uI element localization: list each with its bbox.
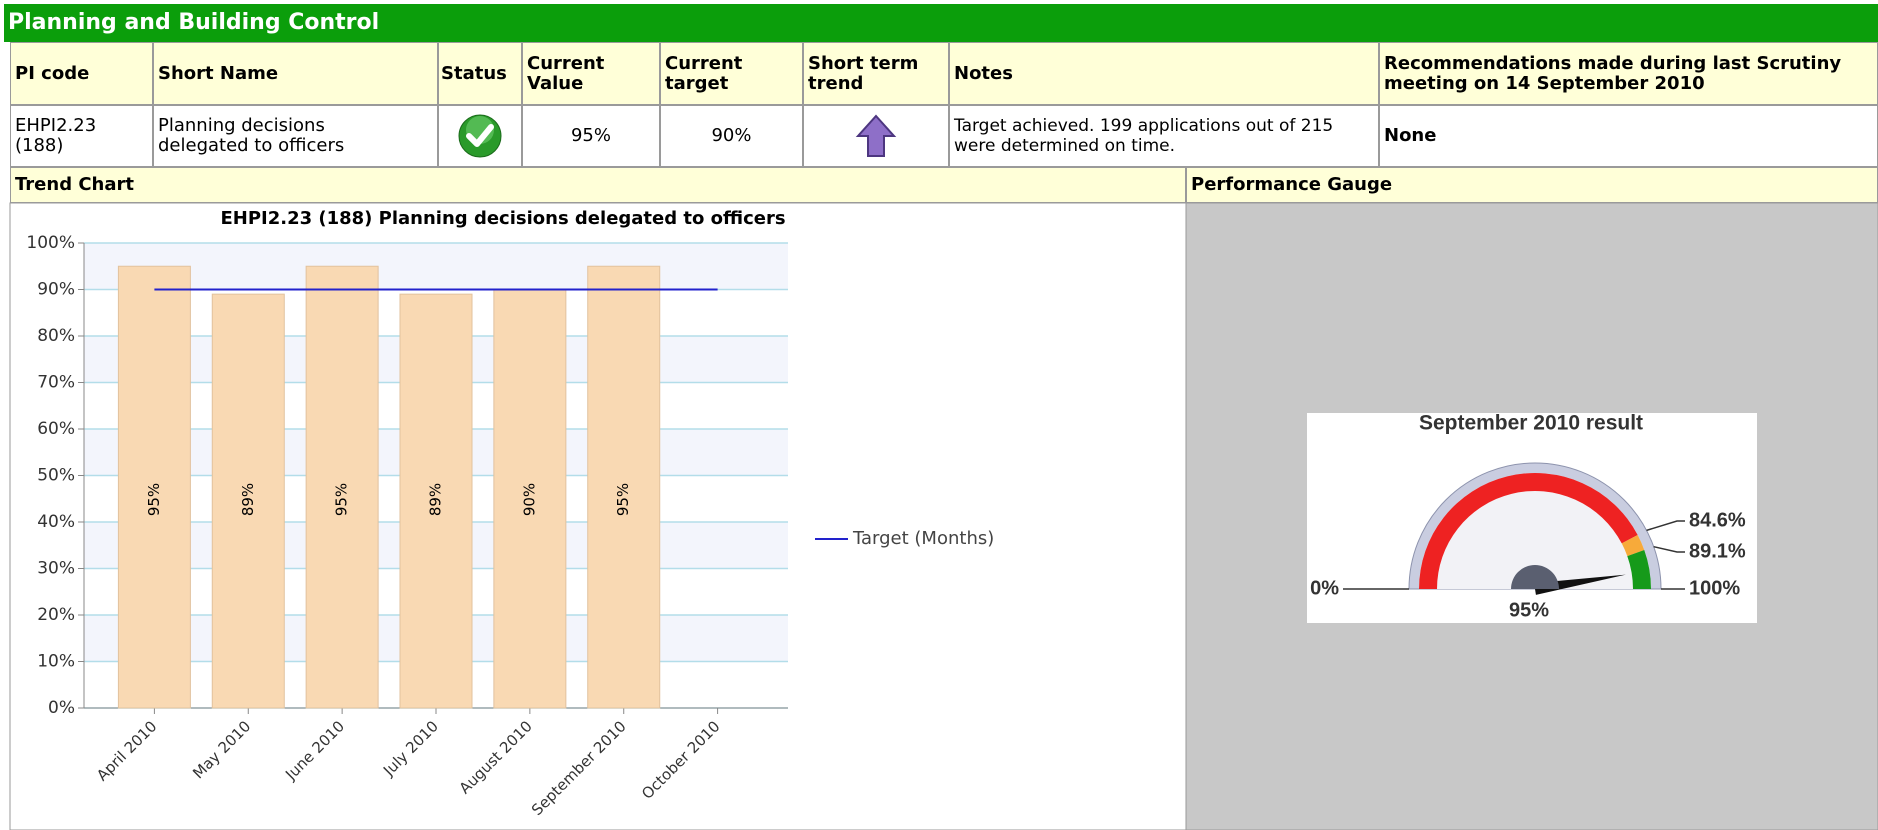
current-target: 90% [711, 126, 751, 146]
column-header: Status [438, 42, 522, 105]
table-cell: EHPI2.23 (188) [10, 105, 153, 167]
short-name: Planning decisions delegated to officers [158, 116, 378, 156]
status-icon [457, 113, 503, 159]
y-tick-label: 90% [37, 280, 75, 300]
current-value: 95% [571, 126, 611, 146]
column-label: Recommendations made during last Scrutin… [1384, 54, 1873, 94]
y-tick-label: 30% [37, 559, 75, 579]
header-title: Planning and Building Control [8, 13, 379, 33]
table-cell: Planning decisions delegated to officers [153, 105, 438, 167]
value-label: 95% [333, 483, 351, 516]
column-header: Short term trend [803, 42, 949, 105]
table-cell: 90% [660, 105, 803, 167]
column-header: Current target [660, 42, 803, 105]
column-label: Notes [954, 64, 1013, 84]
table-cell [438, 105, 522, 167]
section-header: Performance Gauge [1186, 167, 1878, 203]
pi-code: EHPI2.23 (188) [15, 116, 125, 156]
recommendations: None [1384, 126, 1436, 146]
y-tick-label: 0% [48, 698, 75, 718]
table-cell [803, 105, 949, 167]
gauge-tick-label: 0% [1310, 577, 1339, 599]
y-tick-label: 20% [37, 605, 75, 625]
column-label: Current Value [527, 54, 617, 94]
column-label: Status [441, 64, 507, 84]
column-label: Current target [665, 54, 765, 94]
value-label: 89% [239, 483, 257, 516]
notes: Target achieved. 199 applications out of… [954, 116, 1364, 156]
gauge-tick-label: 100% [1689, 577, 1740, 599]
chart-title: EHPI2.23 (188) Planning decisions delega… [220, 208, 785, 229]
section-label: Performance Gauge [1191, 175, 1392, 195]
section-header: Trend Chart [10, 167, 1186, 203]
column-label: Short term trend [808, 54, 944, 94]
y-tick-label: 100% [26, 233, 75, 253]
column-header: Current Value [522, 42, 660, 105]
legend-label: Target (Months) [852, 528, 994, 549]
column-header: Recommendations made during last Scrutin… [1379, 42, 1878, 105]
value-label: 90% [520, 483, 538, 516]
value-label: 95% [614, 483, 632, 516]
column-header: Notes [949, 42, 1379, 105]
column-header: Short Name [153, 42, 438, 105]
y-tick-label: 10% [37, 652, 75, 672]
table-cell: 95% [522, 105, 660, 167]
value-label: 95% [145, 483, 163, 516]
column-label: PI code [15, 64, 89, 84]
trend-icon [855, 113, 897, 159]
y-tick-label: 80% [37, 326, 75, 346]
y-tick-label: 50% [37, 466, 75, 486]
y-tick-label: 60% [37, 419, 75, 439]
gauge-tick-label: 89.1% [1689, 540, 1746, 562]
value-label: 89% [427, 483, 445, 516]
table-cell: Target achieved. 199 applications out of… [949, 105, 1379, 167]
header-bar: Planning and Building Control [4, 4, 1878, 42]
gauge-value-label: 95% [1509, 599, 1549, 621]
table-cell: None [1379, 105, 1878, 167]
column-header: PI code [10, 42, 153, 105]
y-tick-label: 70% [37, 373, 75, 393]
column-label: Short Name [158, 64, 278, 84]
y-tick-label: 40% [37, 512, 75, 532]
gauge-tick-label: 84.6% [1689, 509, 1746, 531]
page: EHPI2.23 (188) Planning decisions delega… [0, 0, 1878, 830]
section-label: Trend Chart [15, 175, 134, 195]
gauge-title: September 2010 result [1419, 412, 1643, 435]
